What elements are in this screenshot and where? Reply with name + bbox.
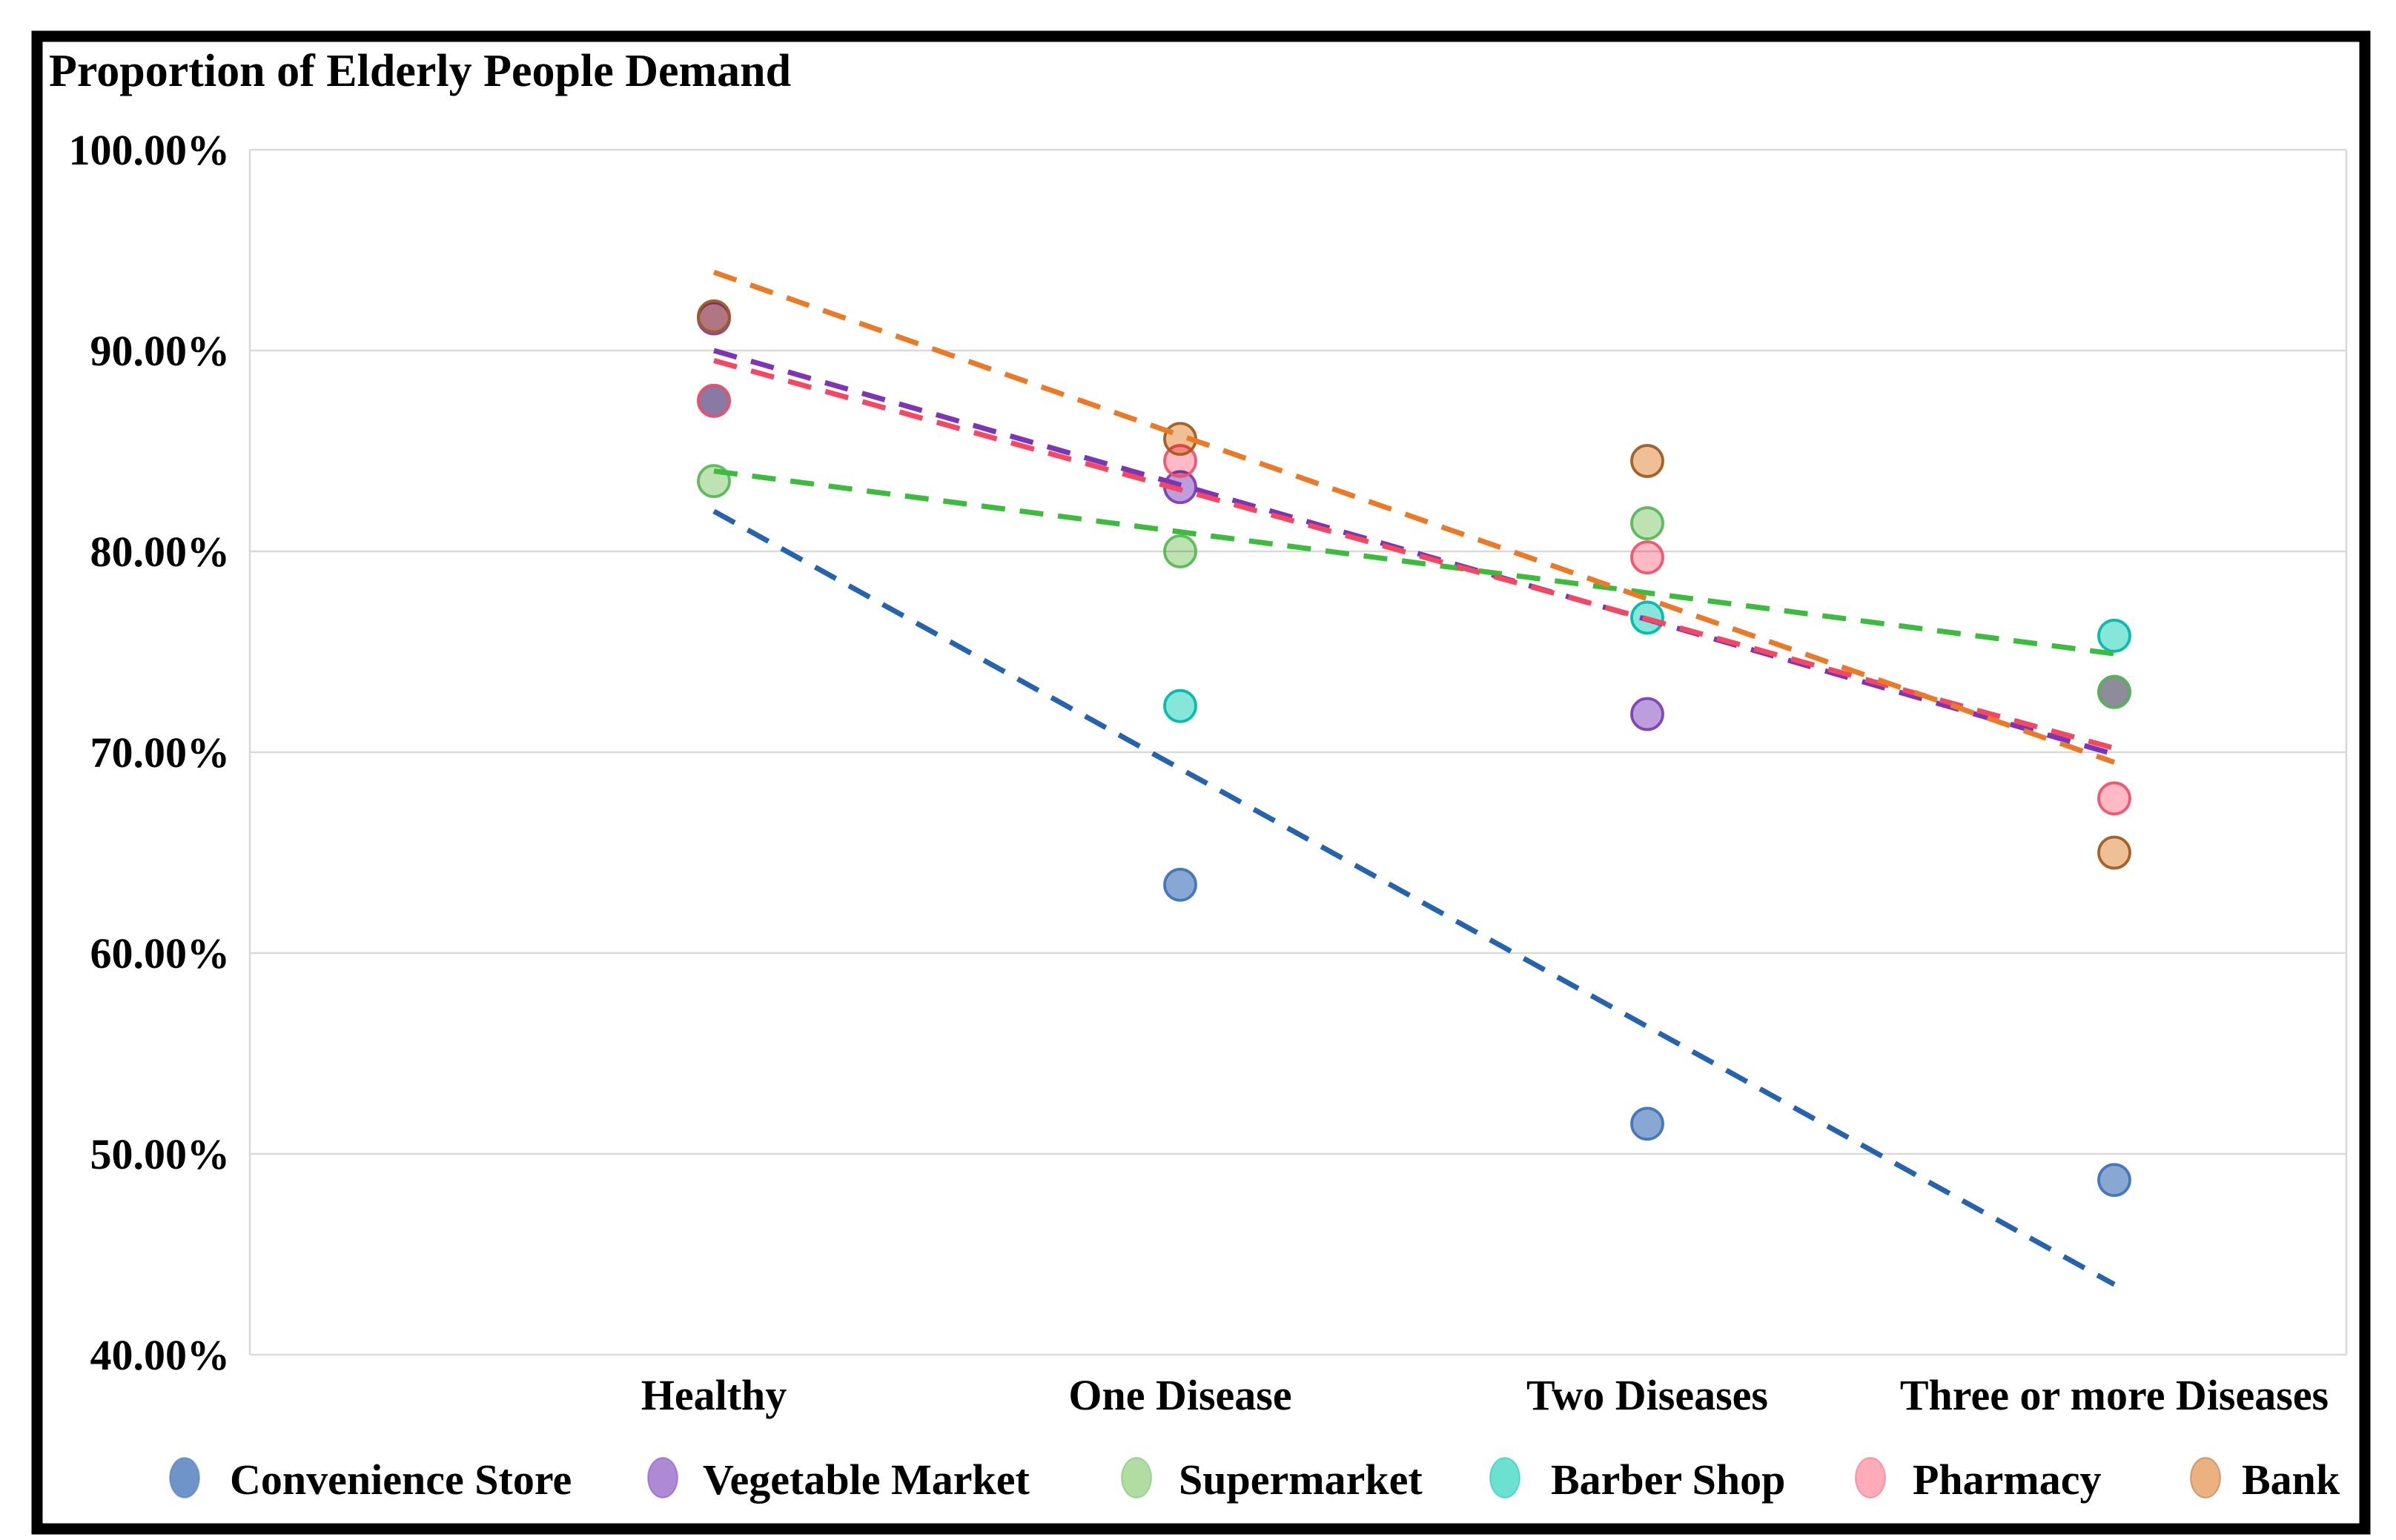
chart-border <box>31 30 2371 1535</box>
x-axis-labels: Healthy One Disease Two Diseases Three or m… <box>641 1371 2329 1419</box>
point-outline-bank-three-or-more-diseases <box>2097 835 2131 870</box>
legend-marker-bank <box>2190 1457 2221 1498</box>
legend-label-pharmacy: Pharmacy <box>1913 1456 2102 1504</box>
point-fill-pharmacy-two-diseases <box>1632 542 1663 574</box>
point-fill-bank-healthy <box>698 300 729 332</box>
point-fill-vegetable-market-two-diseases <box>1632 698 1663 730</box>
gridlines <box>250 148 2346 1356</box>
x-category-label: Three or more Diseases <box>1900 1371 2329 1419</box>
x-category-label: Healthy <box>641 1371 787 1419</box>
y-tick-label: 90.00% <box>90 327 231 375</box>
legend-marker-barber-shop <box>1489 1457 1520 1498</box>
trendline-vegetable-market <box>713 348 2115 757</box>
point-outline-bank-healthy <box>697 299 731 333</box>
point-fill-pharmacy-three-or-more-diseases <box>2099 783 2130 814</box>
chart-title: Proportion of Elderly People Demand <box>49 46 791 96</box>
legend-marker-vegetable-market <box>647 1457 678 1498</box>
point-outline-supermarket-healthy <box>697 464 731 499</box>
legend-label-supermarket: Supermarket <box>1179 1456 1423 1504</box>
trendline-pharmacy <box>713 358 2115 751</box>
legend: Convenience Store Vegetable Market Superma… <box>169 1456 2340 1504</box>
trendline-supermarket <box>713 468 2115 657</box>
trendline-convenience-store <box>712 508 2116 1287</box>
point-outline-convenience-store-two-diseases <box>1630 1106 1664 1141</box>
point-outline-vegetable-market-two-diseases <box>1630 697 1664 731</box>
point-outline-bank-two-diseases <box>1630 444 1664 478</box>
legend-marker-pharmacy <box>1855 1457 1886 1498</box>
legend-label-barber-shop: Barber Shop <box>1551 1456 1785 1504</box>
legend-label-vegetable-market: Vegetable Market <box>703 1456 1030 1504</box>
point-outline-barber-shop-three-or-more-diseases <box>2097 618 2131 653</box>
point-outline-pharmacy-two-diseases <box>1630 540 1664 575</box>
point-outline-barber-shop-one-disease <box>1163 688 1197 723</box>
point-fill-supermarket-three-or-more-diseases <box>2099 676 2130 708</box>
trendlines <box>712 270 2116 1287</box>
point-fill-supermarket-one-disease <box>1165 536 1196 567</box>
y-axis-labels: 100.00% 90.00% 80.00% 70.00% 60.00% 50.00% 40.… <box>69 126 231 1379</box>
legend-marker-convenience-store <box>169 1457 200 1498</box>
point-fill-convenience-store-two-diseases <box>1632 1108 1663 1140</box>
point-outline-convenience-store-three-or-more-diseases <box>2097 1163 2131 1198</box>
y-tick-label: 100.00% <box>69 126 231 174</box>
legend-marker-supermarket <box>1121 1457 1152 1498</box>
y-tick-label: 70.00% <box>90 728 231 777</box>
point-fill-pharmacy-healthy <box>698 385 729 416</box>
x-category-label: One Disease <box>1068 1371 1291 1419</box>
point-fill-convenience-store-three-or-more-diseases <box>2099 1164 2130 1196</box>
y-tick-label: 40.00% <box>90 1331 231 1379</box>
trendline-bank <box>712 270 2116 765</box>
y-tick-label: 80.00% <box>90 528 231 576</box>
point-outline-supermarket-three-or-more-diseases <box>2097 674 2131 709</box>
point-fill-barber-shop-three-or-more-diseases <box>2099 620 2130 651</box>
point-fill-supermarket-two-diseases <box>1632 508 1663 540</box>
point-outline-supermarket-one-disease <box>1163 534 1197 568</box>
point-outline-pharmacy-three-or-more-diseases <box>2097 781 2131 816</box>
point-fill-bank-two-diseases <box>1632 445 1663 477</box>
legend-label-convenience-store: Convenience Store <box>230 1456 572 1504</box>
y-tick-label: 60.00% <box>90 929 231 978</box>
plot-border <box>248 150 2348 1355</box>
x-category-label: Two Diseases <box>1526 1371 1768 1419</box>
point-fill-convenience-store-one-disease <box>1165 869 1196 900</box>
point-outline-convenience-store-one-disease <box>1163 867 1197 902</box>
point-outline-supermarket-two-diseases <box>1630 506 1664 540</box>
point-fill-barber-shop-one-disease <box>1165 690 1196 722</box>
point-outline-pharmacy-healthy <box>697 383 731 418</box>
y-tick-label: 50.00% <box>90 1130 231 1178</box>
point-outline-barber-shop-two-diseases <box>1630 600 1664 635</box>
point-fill-bank-three-or-more-diseases <box>2099 837 2130 869</box>
legend-label-bank: Bank <box>2242 1456 2340 1504</box>
